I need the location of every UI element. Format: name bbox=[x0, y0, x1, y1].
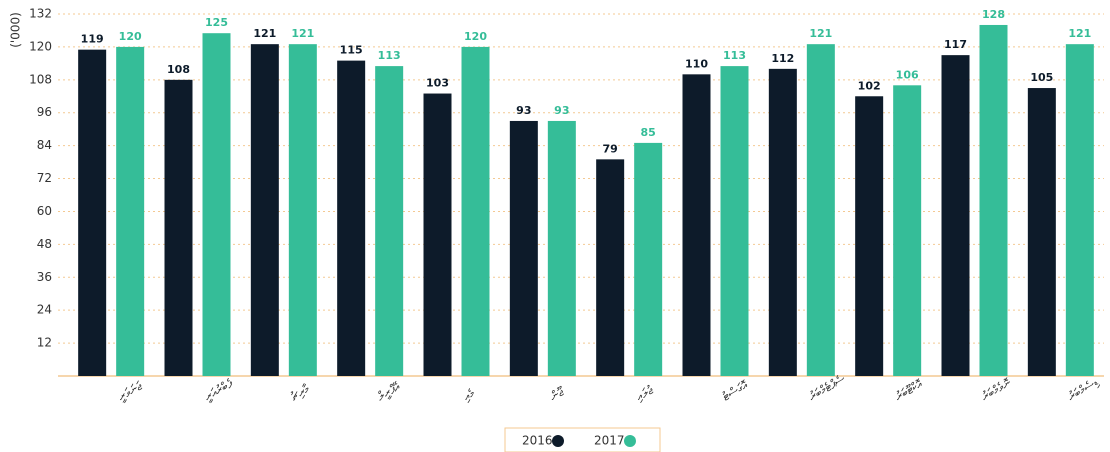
x-tick-label: މެއި bbox=[461, 386, 478, 404]
y-tick-label: 132 bbox=[29, 7, 52, 21]
x-tick-label: ނޮވެމްބަރު bbox=[979, 375, 1014, 403]
y-tick-label: 72 bbox=[37, 171, 52, 185]
y-tick-label: 60 bbox=[37, 204, 52, 218]
value-label: 115 bbox=[340, 44, 363, 57]
value-label: 119 bbox=[81, 33, 104, 46]
y-axis-label: ('000) bbox=[9, 12, 23, 48]
bar bbox=[116, 46, 145, 377]
bar bbox=[423, 93, 452, 376]
x-tick-label: އޭޕްރީލް bbox=[374, 379, 403, 404]
value-label: 93 bbox=[516, 104, 531, 117]
value-label: 121 bbox=[253, 27, 276, 40]
value-label: 93 bbox=[554, 104, 569, 117]
bar bbox=[768, 68, 797, 377]
bar bbox=[461, 46, 490, 377]
value-label: 120 bbox=[464, 30, 487, 43]
value-label: 117 bbox=[944, 38, 967, 51]
x-tick-label: ޖޫން bbox=[547, 384, 567, 404]
bar bbox=[979, 24, 1008, 376]
bar bbox=[806, 44, 835, 377]
legend-swatch bbox=[624, 435, 636, 447]
value-label: 121 bbox=[291, 27, 314, 40]
bar bbox=[1027, 88, 1056, 376]
legend-label: 2017 bbox=[594, 434, 625, 448]
bar bbox=[202, 33, 231, 377]
bar bbox=[941, 55, 970, 377]
bar bbox=[164, 79, 193, 377]
value-label: 105 bbox=[1030, 71, 1053, 84]
bar bbox=[634, 142, 663, 376]
legend-label: 2016 bbox=[522, 434, 553, 448]
y-tick-label: 108 bbox=[29, 72, 52, 86]
value-label: 113 bbox=[723, 49, 746, 62]
bar bbox=[288, 44, 317, 377]
bar bbox=[509, 120, 538, 376]
x-tick-label: ޖަނަވަރީ bbox=[115, 378, 145, 404]
x-tick-label: ޖުލައި bbox=[633, 382, 656, 403]
x-tick-label: އޮކްޓޫބަރު bbox=[892, 376, 925, 403]
value-label: 108 bbox=[167, 63, 190, 76]
x-tick-label: މާރިޗު bbox=[288, 381, 313, 403]
bar bbox=[720, 66, 749, 376]
y-tick-label: 48 bbox=[37, 237, 52, 251]
bar bbox=[596, 159, 625, 376]
bar bbox=[78, 49, 107, 376]
bar bbox=[855, 96, 884, 376]
value-label: 125 bbox=[205, 16, 228, 29]
x-tick-label: ޑިސެމްބަރު bbox=[1065, 374, 1102, 403]
value-label: 113 bbox=[378, 49, 401, 62]
value-label: 103 bbox=[426, 77, 449, 90]
value-label: 120 bbox=[119, 30, 142, 43]
value-label: 121 bbox=[1068, 27, 1091, 40]
bar bbox=[375, 66, 404, 376]
bar bbox=[337, 60, 366, 376]
value-label: 110 bbox=[685, 57, 708, 70]
value-label: 85 bbox=[641, 126, 656, 139]
y-tick-label: 96 bbox=[37, 105, 52, 119]
y-tick-label: 12 bbox=[37, 336, 52, 350]
x-tick-label: އޮގަސްޓު bbox=[720, 377, 752, 403]
legend-box bbox=[504, 427, 661, 452]
value-label: 106 bbox=[896, 68, 919, 81]
value-label: 79 bbox=[603, 142, 618, 155]
value-label: 102 bbox=[858, 79, 881, 92]
bar bbox=[1065, 44, 1094, 377]
y-tick-label: 84 bbox=[37, 138, 52, 152]
y-tick-label: 36 bbox=[37, 270, 52, 284]
bar bbox=[893, 85, 922, 376]
bar bbox=[547, 120, 576, 376]
y-tick-label: 120 bbox=[29, 39, 52, 53]
value-label: 121 bbox=[809, 27, 832, 40]
value-label: 112 bbox=[771, 52, 794, 65]
y-tick-label: 24 bbox=[37, 303, 52, 317]
bar bbox=[682, 74, 711, 376]
bar bbox=[250, 44, 279, 377]
value-label: 128 bbox=[982, 8, 1005, 21]
legend-swatch bbox=[552, 435, 564, 447]
x-tick-label: ފެބްރުއަރީ bbox=[202, 376, 236, 405]
